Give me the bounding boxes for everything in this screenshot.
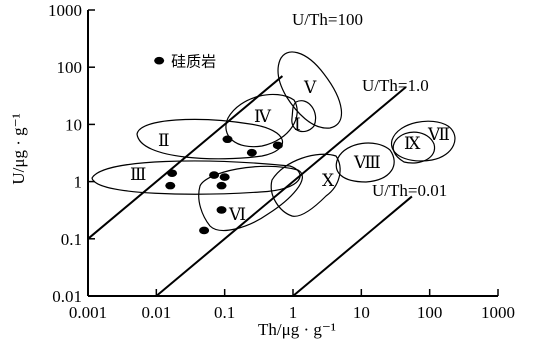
- region-label: Ⅴ: [303, 78, 317, 97]
- points-layer: [154, 56, 283, 235]
- data-point: [209, 171, 220, 179]
- ratio-line-label: U/Th=100: [292, 10, 363, 29]
- ratio-line: [155, 86, 407, 297]
- data-point: [165, 181, 176, 190]
- data-point: [222, 135, 233, 144]
- region-outline: [392, 131, 436, 164]
- data-point: [272, 141, 283, 150]
- y-tick-label: 0.1: [61, 230, 82, 249]
- x-tick-label: 1: [289, 303, 298, 322]
- region-label: Ⅱ: [158, 131, 170, 150]
- y-tick-label: 1: [74, 173, 83, 192]
- ratio-line: [292, 195, 413, 297]
- data-point: [199, 226, 210, 235]
- region-label: Ⅳ: [254, 107, 272, 126]
- region-outline: [136, 118, 283, 160]
- x-tick-label: 100: [417, 303, 443, 322]
- x-tick-label: 0.001: [69, 303, 107, 322]
- x-tick-label: 0.01: [141, 303, 171, 322]
- annotation-label: 硅质岩: [171, 53, 216, 71]
- y-tick-label: 1000: [48, 1, 82, 20]
- data-point: [216, 181, 227, 190]
- region-outline: [277, 51, 343, 129]
- region-outline: [270, 153, 341, 217]
- ratio-lines-layer: [87, 75, 413, 297]
- data-point: [154, 56, 165, 65]
- region-outline: [91, 160, 301, 195]
- region-outline: [335, 142, 395, 183]
- data-point: [216, 206, 227, 214]
- y-axis-label: U/μg · g⁻¹: [9, 113, 28, 184]
- y-tick-label: 10: [65, 115, 82, 134]
- region-label: Ⅰ: [294, 115, 301, 134]
- region-label: Ⅶ: [427, 125, 450, 144]
- region-label: Ⅷ: [353, 153, 381, 172]
- x-tick-label: 0.1: [214, 303, 235, 322]
- ratio-line-label: U/Th=1.0: [362, 76, 429, 95]
- axes-layer: 0.001 0.01 0.1 1 10 100 10000.010.11101001000T…: [9, 1, 515, 339]
- region-label: Ⅵ: [228, 205, 246, 224]
- x-tick-label: 1000: [481, 303, 515, 322]
- data-point: [167, 169, 178, 178]
- ratio-line: [87, 75, 284, 240]
- y-tick-label: 100: [57, 58, 83, 77]
- region-label: Ⅹ: [322, 171, 335, 190]
- x-axis-label: Th/μg · g⁻¹: [258, 320, 336, 339]
- region-outline: [198, 165, 303, 232]
- data-point: [246, 148, 257, 157]
- data-point: [219, 173, 230, 181]
- region-outline: [291, 100, 317, 133]
- region-label: Ⅲ: [130, 165, 146, 184]
- region-label: Ⅸ: [404, 134, 421, 153]
- ratio-line-label: U/Th=0.01: [372, 181, 447, 200]
- x-tick-label: 10: [353, 303, 370, 322]
- y-tick-label: 0.01: [52, 287, 82, 306]
- region-outline: [391, 120, 456, 162]
